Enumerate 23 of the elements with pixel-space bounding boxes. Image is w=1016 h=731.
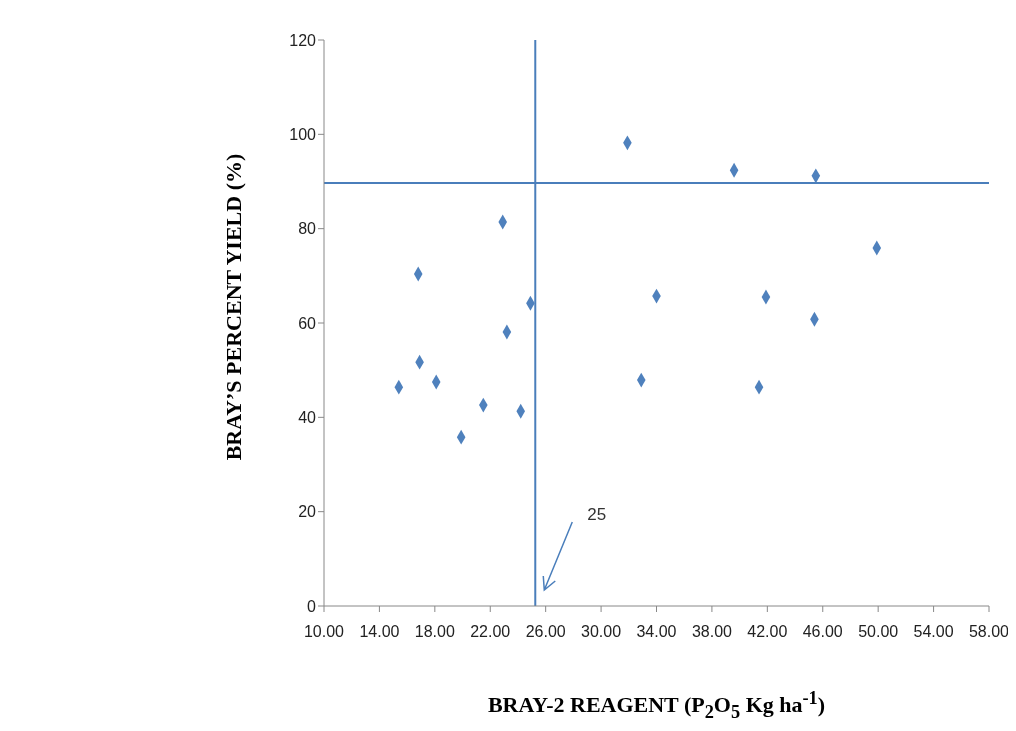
x-tick-label: 18.00: [414, 623, 455, 641]
x-tick-label: 42.00: [747, 623, 788, 641]
y-tick-label: 60: [298, 314, 317, 332]
x-tick-label: 26.00: [525, 623, 566, 641]
x-tick-label: 58.00: [968, 623, 1010, 641]
x-tick-label: 46.00: [802, 623, 843, 641]
ref-line-label: 25: [587, 505, 607, 524]
x-tick-label: 22.00: [470, 623, 511, 641]
y-tick-label: 40: [298, 409, 317, 427]
y-tick-label: 80: [298, 220, 317, 238]
x-tick-label: 38.00: [691, 623, 733, 641]
x-tick-label: 54.00: [913, 623, 954, 641]
x-tick-label: 34.00: [636, 623, 677, 641]
y-tick-label: 120: [289, 31, 317, 49]
x-tick-label: 10.00: [303, 623, 345, 641]
y-tick-label: 100: [289, 126, 317, 144]
y-axis-title: BRAY’S PERCENT YIELD (%): [221, 152, 247, 463]
x-tick-label: 50.00: [858, 623, 899, 641]
x-axis-title: BRAY-2 REAGENT (P$_{2}$O$_{5}$ Kg ha$^{-1}$): [486, 688, 827, 723]
x-tick-label: 14.00: [359, 623, 400, 641]
x-tick-label: 30.00: [581, 623, 622, 641]
y-tick-label: 0: [307, 597, 317, 615]
y-tick-label: 20: [298, 503, 317, 521]
